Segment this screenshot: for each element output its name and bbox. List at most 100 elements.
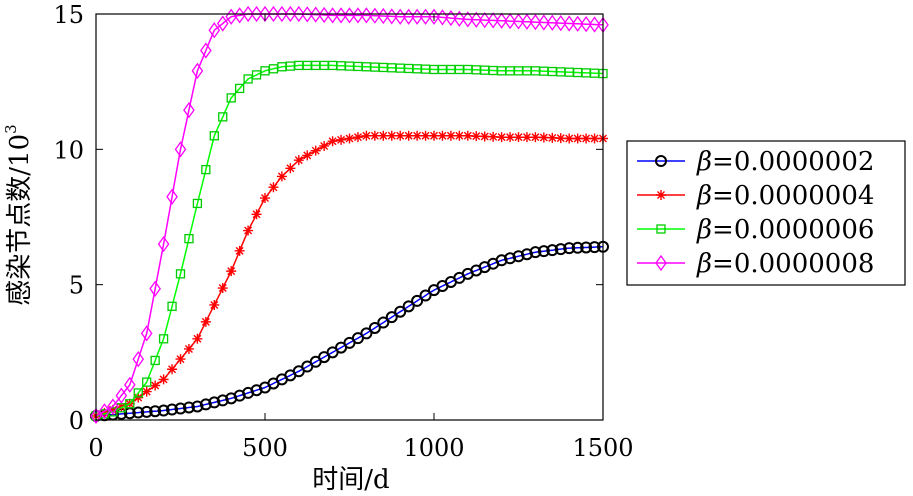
series-markers-3 <box>91 60 608 421</box>
series-point <box>361 130 372 141</box>
legend-label-value: =0.0000002 <box>712 147 874 177</box>
series-point <box>521 13 533 30</box>
series-point <box>504 252 517 265</box>
series-point <box>360 327 373 340</box>
series-point <box>369 130 380 141</box>
series-point <box>520 248 533 261</box>
series-point <box>192 198 203 209</box>
series-point <box>495 12 508 29</box>
series-point <box>191 62 204 79</box>
series-point <box>454 130 465 141</box>
series-point <box>276 5 288 23</box>
series-point <box>479 131 490 142</box>
series-point <box>142 377 152 387</box>
series-point <box>133 392 144 403</box>
series-point <box>209 299 220 310</box>
series-markers-2 <box>91 130 608 421</box>
series-point <box>167 364 178 375</box>
series-line-4 <box>95 13 603 417</box>
legend-marker <box>656 190 666 200</box>
series-point <box>505 132 516 143</box>
series-point <box>394 305 407 318</box>
series-point <box>572 133 583 144</box>
series-point <box>554 243 567 256</box>
series-point <box>132 406 145 419</box>
series-point <box>495 254 508 267</box>
series-point <box>546 14 559 31</box>
series-point <box>335 7 347 24</box>
series-point <box>419 289 432 302</box>
series-point <box>310 145 321 156</box>
series-point <box>462 11 474 28</box>
legend-label: β=0.0000004 <box>696 181 874 211</box>
series-point <box>217 283 228 294</box>
series-point <box>216 15 229 32</box>
series-markers-1 <box>90 240 609 422</box>
series-point <box>201 164 211 175</box>
legend-label: β=0.0000002 <box>696 147 874 177</box>
series-point <box>141 386 152 397</box>
series-point <box>107 398 119 415</box>
series-point <box>302 150 313 161</box>
series-point <box>429 130 439 141</box>
series-point <box>588 16 601 33</box>
series-point <box>512 13 525 30</box>
series-point <box>200 42 212 59</box>
legend-label-symbol: β <box>696 147 712 177</box>
legend-item-4: β=0.0000008 <box>637 249 874 279</box>
series-point <box>471 131 482 142</box>
legend-label-symbol: β <box>696 181 712 211</box>
x-tick-label: 1000 <box>403 434 464 462</box>
series-point <box>412 130 423 141</box>
series-point <box>150 380 161 391</box>
series-point <box>250 5 263 23</box>
series-line-3 <box>95 64 603 417</box>
series-point <box>149 280 161 297</box>
series-point <box>107 404 118 415</box>
series-point <box>571 241 584 254</box>
series-point <box>167 301 177 311</box>
series-point <box>411 294 424 307</box>
series-point <box>453 10 466 27</box>
series-point <box>403 130 414 141</box>
series-point <box>174 402 187 415</box>
legend-label-value: =0.0000004 <box>712 181 874 211</box>
series-point <box>555 133 566 144</box>
series-point <box>175 269 186 279</box>
y-tick-label: 15 <box>53 1 84 29</box>
series-point <box>377 316 390 329</box>
series-point <box>158 334 169 344</box>
series-point <box>175 354 186 365</box>
legend-label: β=0.0000008 <box>696 249 874 279</box>
series-point <box>420 130 431 141</box>
series-point <box>318 6 330 24</box>
series-point <box>132 350 145 368</box>
series-point <box>157 235 170 253</box>
series-point <box>343 7 356 24</box>
series-point <box>336 134 347 145</box>
series-point <box>209 131 219 141</box>
series-point <box>293 155 304 166</box>
y-tick-label: 0 <box>69 407 84 435</box>
series-point <box>546 244 559 257</box>
series-point <box>218 112 228 122</box>
series-point <box>268 182 279 193</box>
series-point <box>90 407 102 425</box>
series-point <box>182 401 195 414</box>
series-point <box>563 15 575 32</box>
series-point <box>369 7 381 24</box>
series-point <box>386 130 397 141</box>
series-point <box>488 131 499 142</box>
axes: 0 500 1000 1500 0 5 10 15 <box>53 1 633 462</box>
series-point <box>98 403 111 420</box>
series-point <box>385 311 398 324</box>
legend-label-value: =0.0000006 <box>712 215 874 245</box>
series-point <box>233 7 246 24</box>
series-point <box>581 133 592 144</box>
series-point <box>309 6 322 23</box>
series-point <box>436 9 449 26</box>
series-point <box>530 132 541 143</box>
series-point <box>512 250 525 263</box>
series-point <box>140 325 153 342</box>
series-point <box>580 241 593 254</box>
